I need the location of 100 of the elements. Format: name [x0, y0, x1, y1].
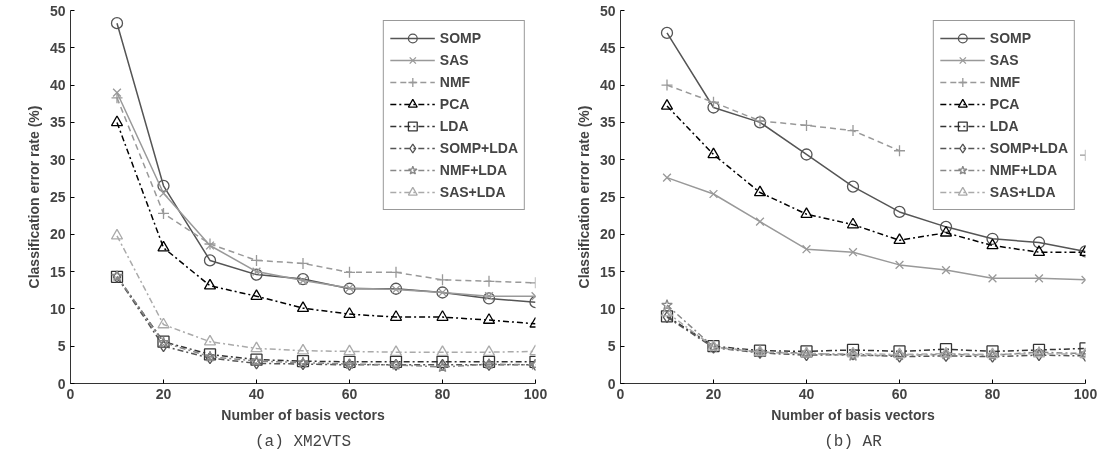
- point: [707, 96, 720, 109]
- x-tick-label: 20: [155, 385, 172, 402]
- y-tick-label: 10: [49, 300, 66, 317]
- point: [250, 289, 263, 301]
- point: [484, 291, 494, 301]
- legend-label: PCA: [439, 95, 470, 114]
- point: [110, 115, 124, 127]
- point: [846, 124, 860, 137]
- y-tick-label: 25: [599, 189, 616, 205]
- point: [707, 101, 720, 114]
- x-tick-label: 80: [434, 385, 451, 402]
- point: [110, 17, 124, 30]
- point: [343, 266, 356, 279]
- point: [250, 268, 263, 281]
- point: [1034, 349, 1044, 362]
- y-tick-label: 25: [49, 189, 66, 205]
- point: [482, 292, 496, 305]
- legend-label: NMF: [439, 73, 471, 92]
- y-tick-label: 45: [599, 39, 616, 56]
- point: [708, 189, 719, 199]
- point: [893, 233, 906, 245]
- y-tick-label: 20: [599, 226, 616, 243]
- legend-label: SOMP+LDA: [439, 139, 518, 158]
- point: [753, 185, 767, 197]
- point: [707, 147, 720, 159]
- point: [660, 26, 674, 40]
- x-tick-label: 40: [798, 385, 815, 402]
- point: [250, 341, 263, 353]
- point: [941, 265, 951, 275]
- point: [986, 238, 999, 250]
- point: [660, 98, 674, 110]
- legend-label: SAS+LDA: [989, 183, 1056, 202]
- x-axis-title: Number of basis vectors: [221, 406, 385, 423]
- legend-label: SOMP: [989, 29, 1032, 48]
- y-axis-title: Classification error rate (%): [575, 105, 592, 289]
- point: [893, 205, 906, 219]
- y-tick-label: 35: [599, 114, 616, 131]
- point: [251, 267, 262, 277]
- legend-label: SAS: [989, 51, 1019, 70]
- x-tick-label: 20: [705, 385, 722, 402]
- point: [343, 307, 356, 318]
- point: [846, 180, 860, 193]
- y-tick-label: 15: [599, 263, 616, 280]
- point: [110, 228, 124, 240]
- point: [939, 220, 953, 233]
- legend-label: SOMP+LDA: [989, 139, 1068, 158]
- point: [1032, 245, 1046, 257]
- point: [250, 254, 263, 267]
- point: [296, 272, 310, 286]
- point: [389, 310, 403, 321]
- point: [660, 305, 674, 317]
- x-tick-label: 80: [984, 385, 1001, 402]
- x-tick-label: 60: [891, 385, 908, 402]
- legend-label: NMF+LDA: [989, 161, 1058, 180]
- point: [894, 260, 905, 270]
- text: (b) AR: [824, 432, 883, 451]
- y-tick-label: 10: [599, 300, 616, 317]
- point: [157, 240, 170, 252]
- point: [801, 244, 812, 254]
- point: [987, 273, 998, 283]
- point: [157, 317, 170, 329]
- point: [1032, 236, 1046, 249]
- point: [660, 78, 674, 92]
- y-tick-label: 45: [49, 39, 66, 56]
- point: [296, 301, 310, 312]
- legend-label: NMF+LDA: [439, 161, 508, 180]
- y-tick-label: 35: [49, 114, 66, 131]
- point: [848, 247, 858, 257]
- y-tick-label: 30: [49, 151, 66, 168]
- y-tick-label: 5: [57, 338, 66, 355]
- point: [661, 299, 673, 311]
- point: [389, 266, 403, 279]
- point: [296, 257, 310, 270]
- x-tick-label: 100: [523, 385, 548, 402]
- point: [157, 179, 170, 192]
- x-tick-label: 40: [248, 385, 265, 402]
- point: [436, 345, 449, 356]
- point: [482, 345, 496, 356]
- x-tick-label: 60: [341, 385, 358, 402]
- point: [203, 334, 217, 346]
- point: [846, 217, 860, 229]
- point: [389, 345, 403, 356]
- text: (a) XM2VTS: [254, 432, 352, 451]
- legend-label: PCA: [989, 95, 1020, 114]
- legend-label: NMF: [989, 73, 1021, 92]
- x-tick-label: 100: [1073, 385, 1098, 402]
- x-axis-title: Number of basis vectors: [771, 406, 935, 423]
- y-tick-label: 40: [49, 77, 66, 94]
- point: [800, 148, 813, 161]
- point: [1034, 273, 1044, 283]
- y-tick-label: 40: [599, 77, 616, 94]
- point: [436, 273, 449, 286]
- y-tick-label: 30: [599, 151, 616, 168]
- point: [436, 310, 449, 321]
- legend-label: LDA: [439, 117, 469, 136]
- legend-label: SAS+LDA: [439, 183, 506, 202]
- point: [203, 278, 217, 290]
- legend-label: SOMP: [439, 29, 482, 48]
- point: [939, 225, 953, 237]
- point: [482, 275, 496, 288]
